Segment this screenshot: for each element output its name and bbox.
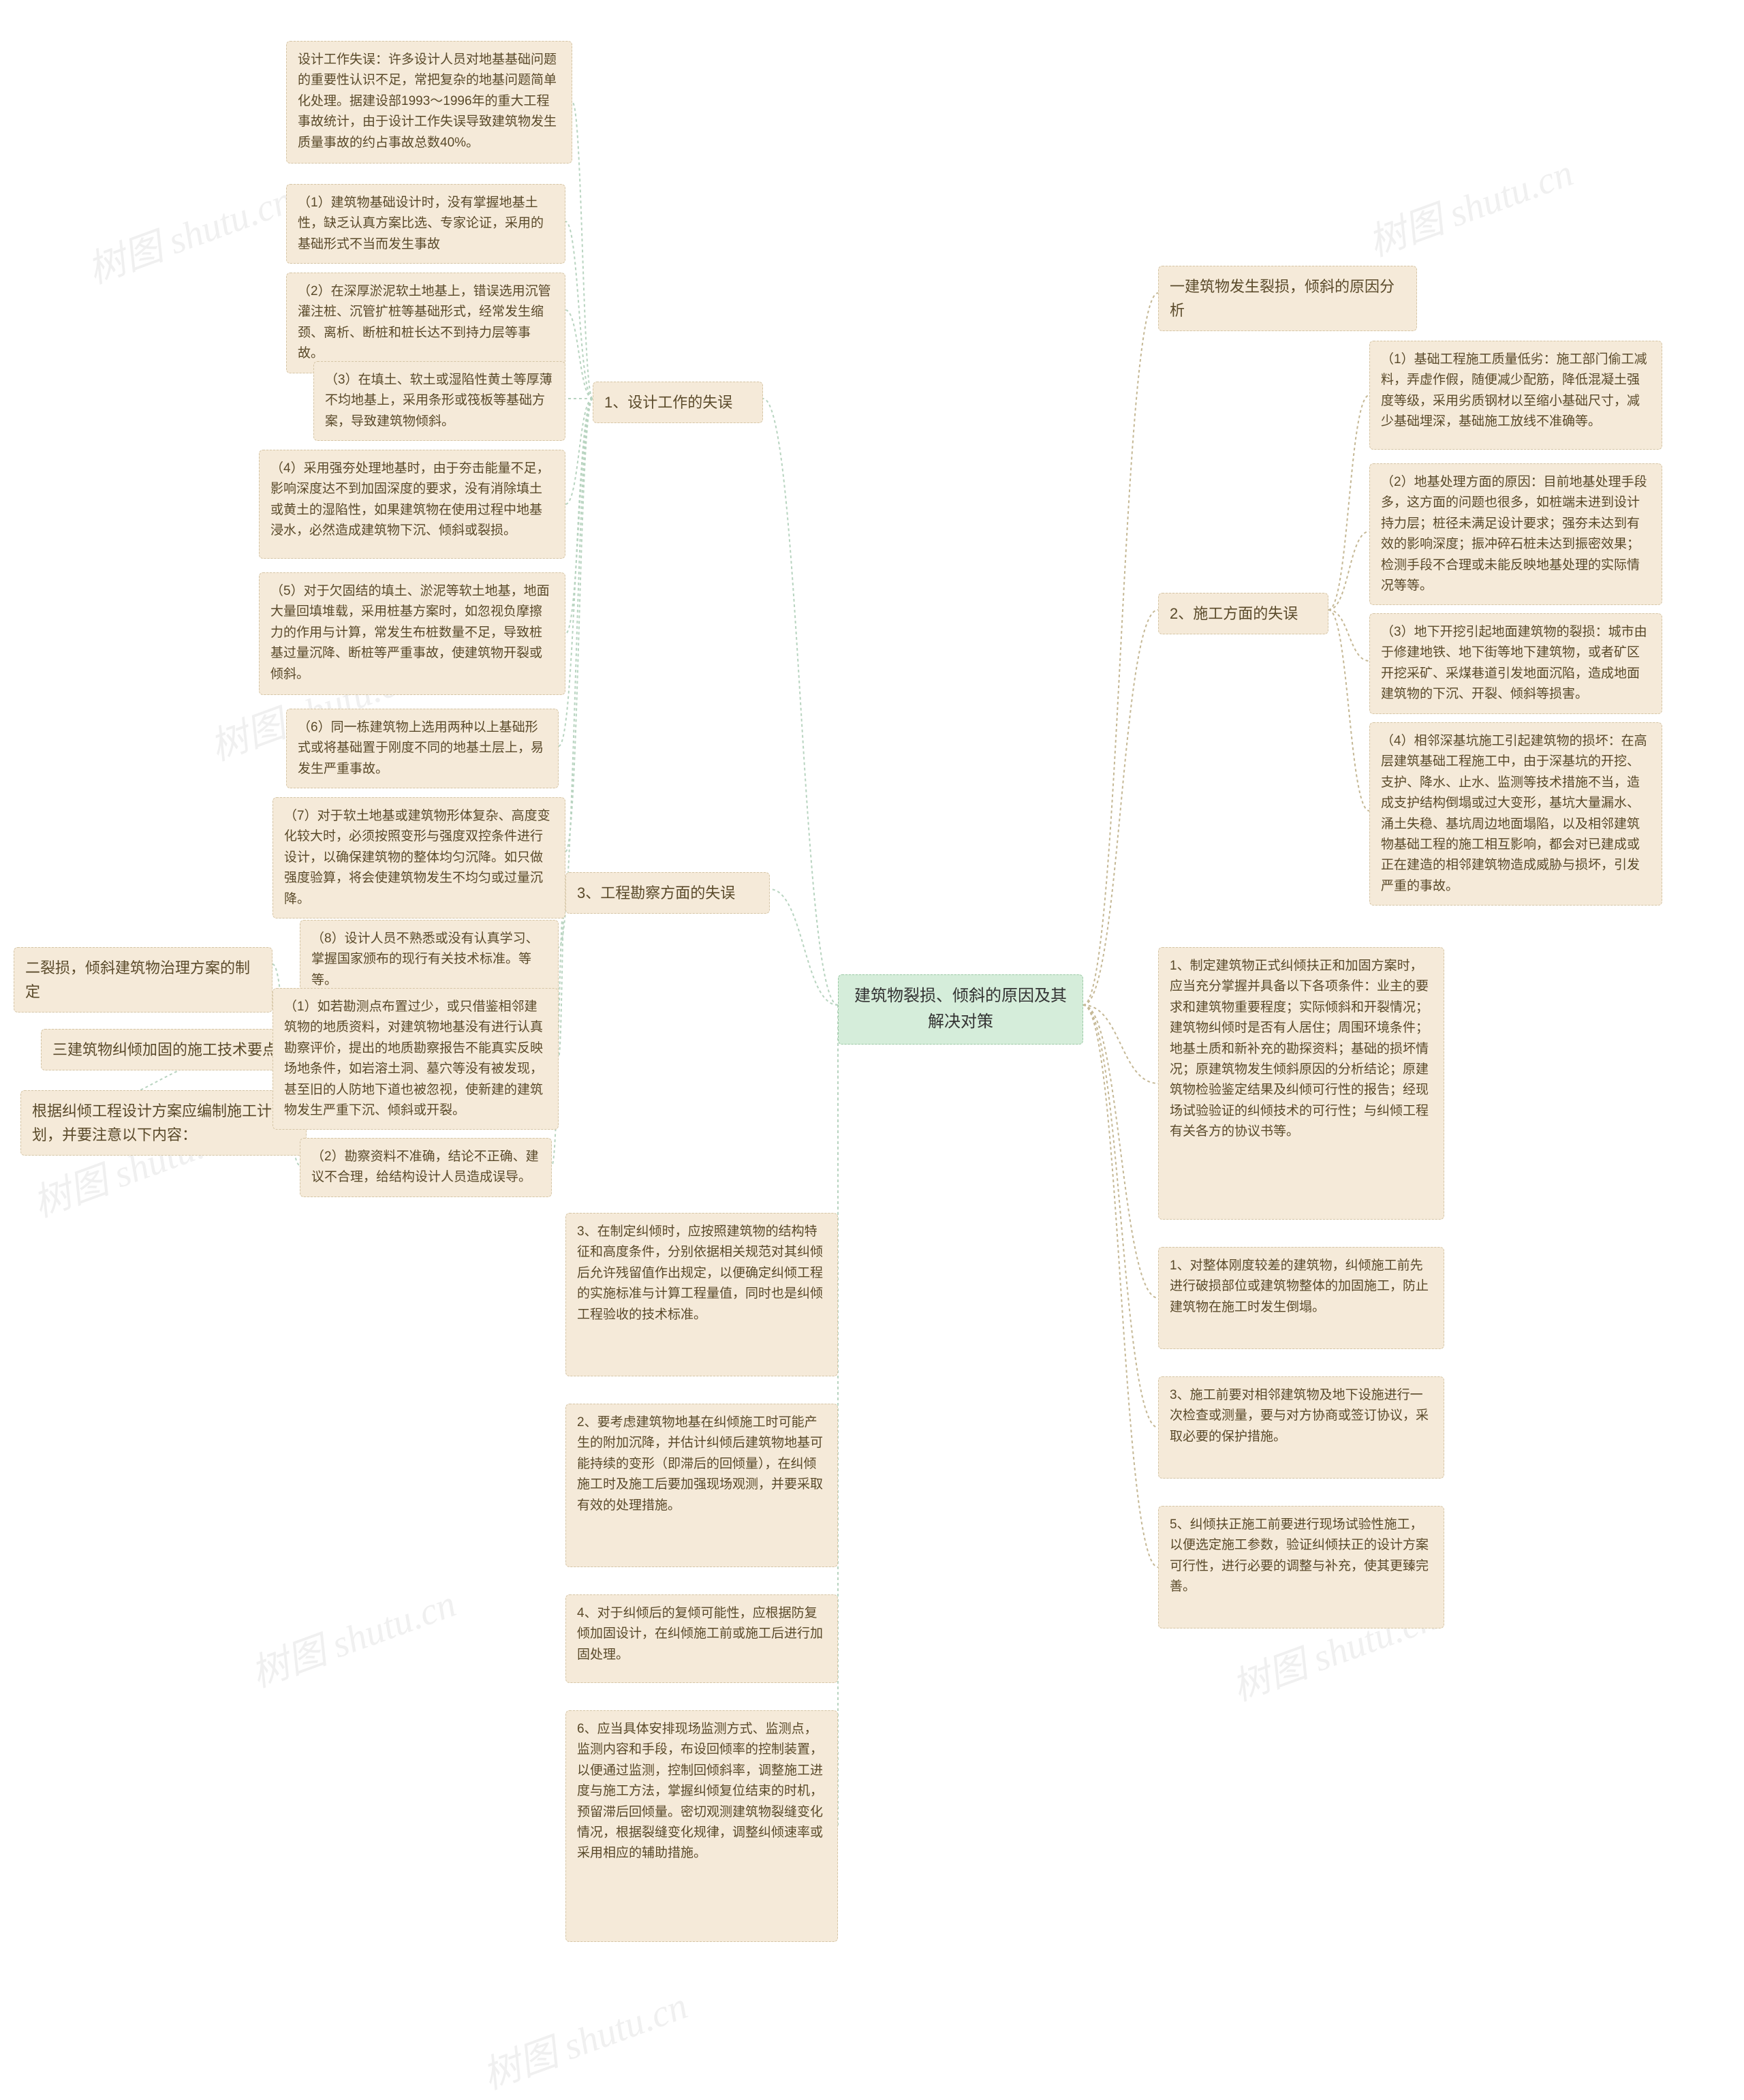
leaf-design-2[interactable]: （2）在深厚淤泥软土地基上，错误选用沉管灌注桩、沉管扩桩等基础形式，经常发生缩颈… [286,273,565,373]
watermark: 树图 shutu.cn [243,1573,463,1699]
connector [1328,395,1369,610]
branch-construction[interactable]: 2、施工方面的失误 [1158,593,1328,634]
branch-survey[interactable]: 3、工程勘察方面的失误 [565,872,770,914]
connector [1083,1005,1158,1083]
branch-plan[interactable]: 二裂损，倾斜建筑物治理方案的制定 [14,947,272,1013]
leaf-design-intro[interactable]: 设计工作失误：许多设计人员对地基基础问题的重要性认识不足，常把复杂的地基问题简单… [286,41,572,164]
branch-plan-note[interactable]: 根据纠倾工程设计方案应编制施工计划，并要注意以下内容： [20,1090,307,1156]
connector [572,102,593,399]
leaf-constr-4[interactable]: （4）相邻深基坑施工引起建筑物的损坏：在高层建筑基础工程施工中，由于深基坑的开挖… [1369,722,1662,906]
connector [1083,1005,1158,1298]
leaf-design-4[interactable]: （4）采用强夯处理地基时，由于夯击能量不足，影响深度达不到加固深度的要求，没有消… [259,450,565,559]
connector [1083,293,1158,1005]
connector [1083,1005,1158,1427]
connector [1328,610,1369,811]
watermark: 树图 shutu.cn [474,1975,694,2100]
connector [565,399,593,504]
connector [565,310,593,399]
watermark: 树图 shutu.cn [79,170,299,295]
connector [565,399,593,634]
branch-tech[interactable]: 三建筑物纠倾加固的施工技术要点 [41,1029,293,1070]
leaf-rightplan-2[interactable]: 1、对整体刚度较差的建筑物，纠倾施工前先进行破损部位或建筑物整体的加固施工，防止… [1158,1247,1444,1349]
leaf-leftplan-4[interactable]: 4、对于纠倾后的复倾可能性，应根据防复倾加固设计，在纠倾施工前或施工后进行加固处… [565,1594,838,1683]
leaf-design-5[interactable]: （5）对于欠固结的填土、淤泥等软土地基，地面大量回填堆载，采用桩基方案时，如忽视… [259,572,565,695]
leaf-design-7[interactable]: （7）对于软土地基或建筑物形体复杂、高度变化较大时，必须按照变形与强度双控条件进… [272,797,565,918]
leaf-constr-2[interactable]: （2）地基处理方面的原因：目前地基处理手段多，这方面的问题也很多，如桩端未进到设… [1369,463,1662,605]
connector [565,221,593,399]
leaf-rightplan-3[interactable]: 3、施工前要对相邻建筑物及地下设施进行一次检查或测量，要与对方协商或签订协议，采… [1158,1376,1444,1479]
leaf-leftplan-3[interactable]: 3、在制定纠倾时，应按照建筑物的结构特征和高度条件，分别依据相关规范对其纠倾后允… [565,1213,838,1376]
leaf-leftplan-2[interactable]: 2、要考虑建筑物地基在纠倾施工时可能产生的附加沉降，并估计纠倾后建筑物地基可能持… [565,1404,838,1567]
branch-design[interactable]: 1、设计工作的失误 [593,382,763,423]
leaf-constr-3[interactable]: （3）地下开挖引起地面建筑物的裂损：城市由于修建地铁、地下街等地下建筑物，或者矿… [1369,613,1662,714]
center-node[interactable]: 建筑物裂损、倾斜的原因及其解决对策 [838,974,1083,1045]
connector [1083,1005,1158,1567]
leaf-rightplan-1[interactable]: 1、制定建筑物正式纠倾扶正和加固方案时，应当充分掌握并具备以下各项条件：业主的要… [1158,947,1444,1220]
connector [1328,610,1369,661]
connector [1328,531,1369,610]
leaf-design-1[interactable]: （1）建筑物基础设计时，没有掌握地基土性，缺乏认真方案比选、专家论证，采用的基础… [286,184,565,264]
leaf-survey-1[interactable]: （1）如若勘测点布置过少，或只借鉴相邻建筑物的地质资料，对建筑物地基没有进行认真… [272,988,559,1130]
leaf-constr-1[interactable]: （1）基础工程施工质量低劣：施工部门偷工减料，弄虚作假，随便减少配筋，降低混凝土… [1369,341,1662,450]
connector [763,399,838,1005]
connector [565,399,593,852]
watermark: 树图 shutu.cn [1360,142,1580,268]
leaf-rightplan-4[interactable]: 5、纠倾扶正施工前要进行现场试验性施工，以便选定施工参数，验证纠倾扶正的设计方案… [1158,1506,1444,1628]
leaf-leftplan-6[interactable]: 6、应当具体安排现场监测方式、监测点，监测内容和手段，布设回倾率的控制装置，以便… [565,1710,838,1942]
leaf-survey-2[interactable]: （2）勘察资料不准确，结论不正确、建议不合理，给结构设计人员造成误导。 [300,1138,552,1197]
leaf-design-6[interactable]: （6）同一栋建筑物上选用两种以上基础形式或将基础置于刚度不同的地基土层上，易发生… [286,709,559,788]
connector [770,889,838,1005]
connector [1083,610,1158,1005]
branch-cause-analysis[interactable]: 一建筑物发生裂损，倾斜的原因分析 [1158,266,1417,331]
leaf-design-3[interactable]: （3）在填土、软土或湿陷性黄土等厚薄不均地基上，采用条形或筏板等基础方案，导致建… [313,361,565,441]
